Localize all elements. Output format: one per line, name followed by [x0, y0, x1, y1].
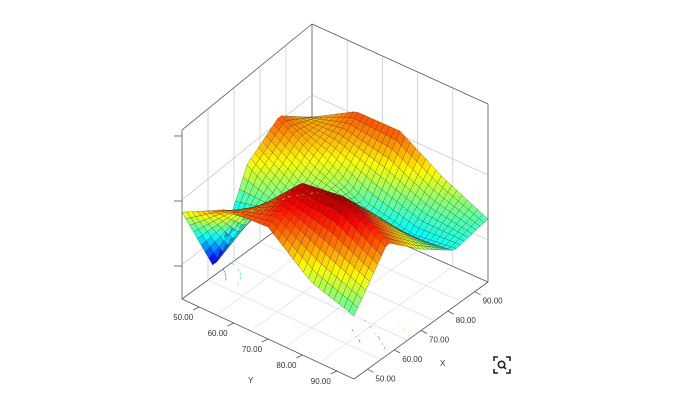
y-tick-label: 90.00	[311, 377, 332, 386]
x-tick-mark	[447, 310, 454, 315]
x-tick-label: 90.00	[483, 297, 504, 306]
x-tick-label: 60.00	[402, 355, 423, 364]
floor-grid-line	[207, 279, 381, 360]
zoom-icon	[493, 356, 511, 374]
x-tick-mark	[394, 349, 401, 354]
zoom-button[interactable]	[492, 355, 512, 375]
y-tick-mark	[261, 338, 269, 343]
wall-grid-line	[181, 94, 313, 201]
y-tick-mark	[227, 322, 234, 327]
y-tick-label: 80.00	[276, 361, 297, 370]
x-tick-label: 80.00	[456, 316, 477, 325]
floor-grid-line	[233, 260, 408, 341]
y-tick-mark	[296, 354, 303, 359]
contour-line	[231, 262, 242, 286]
contour-line	[396, 322, 410, 338]
floor-grid-line	[319, 266, 453, 364]
surface-cell	[478, 213, 489, 223]
contour-line	[258, 319, 386, 351]
x-tick-label: 50.00	[375, 374, 396, 383]
y-tick-label: 70.00	[242, 345, 263, 354]
y-tick-label: 50.00	[173, 313, 194, 322]
x-tick-mark	[420, 330, 428, 334]
axis-ticks: 50.00 60.00 70.00 80.00 90.00 50.00 60.00 70.00…	[173, 291, 504, 386]
frame-edge	[311, 23, 489, 105]
x-tick-label: 70.00	[429, 336, 450, 345]
surface-mesh	[181, 111, 489, 317]
x-axis-label: X	[440, 359, 446, 368]
y-tick-label: 60.00	[208, 329, 229, 338]
contour-line	[351, 329, 361, 343]
y-tick-mark	[193, 306, 200, 311]
x-tick-mark	[474, 291, 481, 296]
x-tick-mark	[367, 368, 374, 373]
y-axis-label: Y	[248, 376, 254, 385]
contour-line	[222, 268, 227, 281]
y-tick-mark	[330, 370, 337, 375]
frame-edge	[181, 23, 313, 131]
